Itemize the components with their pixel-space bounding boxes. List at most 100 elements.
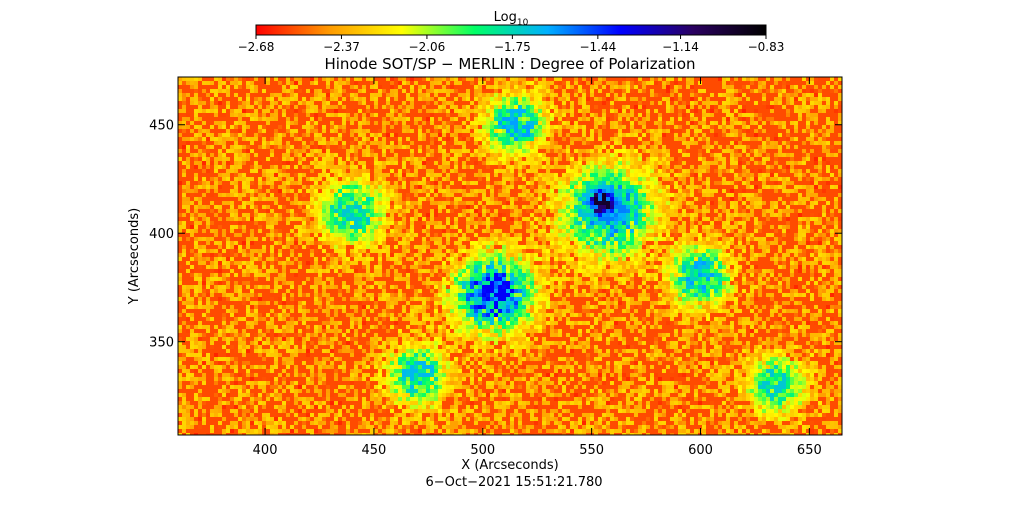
heatmap-cell (638, 237, 642, 241)
heatmap-cell (590, 153, 594, 157)
heatmap-cell (278, 141, 282, 145)
heatmap-cell (230, 229, 234, 233)
heatmap-cell (766, 213, 770, 217)
heatmap-cell (782, 241, 786, 245)
heatmap-cell (402, 89, 406, 93)
heatmap-cell (598, 161, 602, 165)
heatmap-cell (354, 193, 358, 197)
heatmap-cell (322, 109, 326, 113)
heatmap-cell (390, 213, 394, 217)
heatmap-cell (674, 229, 678, 233)
heatmap-cell (802, 109, 806, 113)
heatmap-cell (390, 217, 394, 221)
heatmap-cell (718, 217, 722, 221)
heatmap-cell (662, 145, 666, 149)
heatmap-cell (230, 109, 234, 113)
heatmap-cell (450, 85, 454, 89)
heatmap-cell (230, 205, 234, 209)
heatmap-cell (630, 197, 634, 201)
heatmap-cell (658, 189, 662, 193)
heatmap-cell (426, 153, 430, 157)
heatmap-cell (222, 125, 226, 129)
heatmap-cell (398, 169, 402, 173)
heatmap-cell (698, 221, 702, 225)
heatmap-cell (642, 113, 646, 117)
heatmap-cell (494, 141, 498, 145)
heatmap-cell (550, 217, 554, 221)
heatmap-cell (510, 129, 514, 133)
heatmap-cell (490, 217, 494, 221)
heatmap-cell (482, 105, 486, 109)
heatmap-cell (438, 81, 442, 85)
heatmap-cell (818, 101, 822, 105)
heatmap-cell (274, 173, 278, 177)
heatmap-cell (526, 237, 530, 241)
heatmap-cell (538, 177, 542, 181)
heatmap-cell (682, 241, 686, 245)
heatmap-cell (650, 185, 654, 189)
heatmap-cell (834, 237, 838, 241)
heatmap-cell (830, 185, 834, 189)
heatmap-cell (210, 137, 214, 141)
heatmap-cell (746, 177, 750, 181)
heatmap-cell (334, 193, 338, 197)
heatmap-cell (550, 137, 554, 141)
heatmap-cell (610, 85, 614, 89)
heatmap-cell (438, 137, 442, 141)
heatmap-cell (814, 113, 818, 117)
heatmap-cell (694, 209, 698, 213)
heatmap-cell (638, 221, 642, 225)
heatmap-cell (574, 77, 578, 81)
heatmap-cell (234, 85, 238, 89)
heatmap-cell (358, 249, 362, 253)
heatmap-cell (482, 161, 486, 165)
heatmap-cell (766, 217, 770, 221)
heatmap-cell (554, 237, 558, 241)
heatmap-cell (422, 177, 426, 181)
heatmap-cell (810, 81, 814, 85)
heatmap-cell (610, 173, 614, 177)
heatmap-cell (226, 209, 230, 213)
heatmap-cell (366, 137, 370, 141)
heatmap-cell (606, 241, 610, 245)
heatmap-cell (730, 161, 734, 165)
heatmap-cell (838, 101, 842, 105)
heatmap-cell (822, 249, 826, 253)
heatmap-cell (806, 125, 810, 129)
heatmap-cell (438, 125, 442, 129)
heatmap-cell (278, 81, 282, 85)
heatmap-cell (758, 253, 762, 257)
heatmap-cell (554, 85, 558, 89)
heatmap-cell (630, 97, 634, 101)
heatmap-cell (242, 185, 246, 189)
heatmap-cell (770, 121, 774, 125)
heatmap-cell (806, 129, 810, 133)
heatmap-cell (370, 201, 374, 205)
heatmap-cell (310, 225, 314, 229)
heatmap-cell (362, 153, 366, 157)
heatmap-cell (550, 193, 554, 197)
heatmap-cell (586, 213, 590, 217)
heatmap-cell (702, 229, 706, 233)
heatmap-cell (398, 173, 402, 177)
heatmap-cell (478, 245, 482, 249)
heatmap-cell (522, 105, 526, 109)
heatmap-cell (410, 161, 414, 165)
heatmap-cell (314, 225, 318, 229)
heatmap-cell (762, 105, 766, 109)
heatmap-cell (610, 165, 614, 169)
heatmap-cell (398, 241, 402, 245)
heatmap-cell (190, 153, 194, 157)
heatmap-cell (234, 121, 238, 125)
heatmap-cell (598, 233, 602, 237)
heatmap-cell (502, 125, 506, 129)
heatmap-cell (706, 233, 710, 237)
heatmap-cell (410, 181, 414, 185)
heatmap-cell (334, 93, 338, 97)
heatmap-cell (378, 233, 382, 237)
heatmap-cell (226, 177, 230, 181)
heatmap-cell (774, 229, 778, 233)
heatmap-cell (542, 221, 546, 225)
heatmap-cell (754, 177, 758, 181)
heatmap-cell (654, 217, 658, 221)
